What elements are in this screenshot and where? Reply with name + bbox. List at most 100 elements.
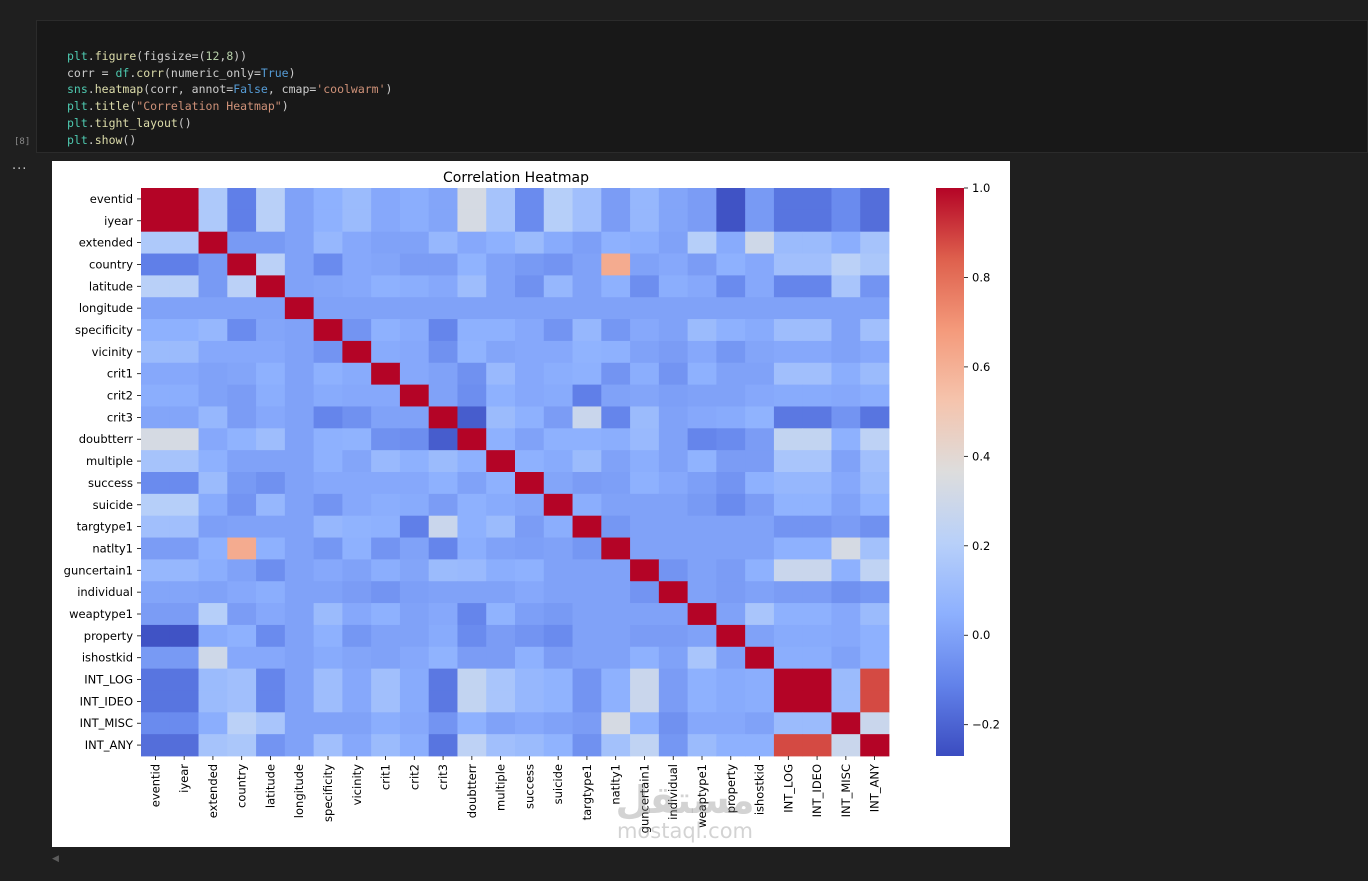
heatmap-cell-suicide-INT_ANY [860, 493, 890, 517]
heatmap-cell-vicinity-crit1 [371, 340, 401, 364]
heatmap-cell-latitude-longitude [284, 275, 315, 298]
heatmap-cell-extended-iyear [169, 231, 199, 254]
heatmap-cell-suicide-INT_LOG [773, 493, 804, 517]
heatmap-cell-guncertain1-crit3 [428, 559, 458, 582]
heatmap-cell-success-INT_LOG [773, 472, 804, 495]
heatmap-cell-individual-suicide [543, 581, 573, 604]
heatmap-cell-natlty1-crit2 [399, 537, 430, 560]
heatmap-cell-INT_LOG-doubtterr [457, 668, 487, 691]
heatmap-cell-crit2-natlty1 [601, 384, 631, 407]
heatmap-cell-country-INT_ANY [860, 253, 890, 276]
heatmap-cell-suicide-guncertain1 [630, 493, 660, 517]
heatmap-cell-suicide-success [515, 493, 545, 517]
cell-output: Correlation Heatmap eventid iyear extended… [52, 161, 1010, 847]
y-tick-label-suicide: suicide [93, 498, 133, 512]
heatmap-cell-eventid-guncertain1 [630, 188, 660, 211]
heatmap-cell-natlty1-INT_ANY [860, 537, 890, 560]
heatmap-cell-longitude-country [227, 297, 257, 320]
heatmap-cell-targtype1-suicide [543, 515, 573, 538]
code-cell[interactable]: plt.figure(figsize=(12,8)) corr = df.cor… [36, 20, 1368, 153]
heatmap-cell-weaptype1-crit1 [371, 603, 401, 626]
heatmap-cell-property-longitude [284, 624, 315, 648]
x-tick-label-multiple: multiple [494, 764, 508, 811]
heatmap-cell-natlty1-crit1 [371, 537, 401, 560]
heatmap-cell-weaptype1-longitude [284, 603, 315, 626]
heatmap-cell-vicinity-latitude [256, 340, 286, 364]
heatmap-cell-INT_LOG-suicide [543, 668, 573, 691]
y-tick-label-multiple: multiple [86, 454, 133, 468]
heatmap-cell-INT_ANY-ishostkid [745, 734, 775, 757]
heatmap-cell-targtype1-eventid [141, 515, 171, 538]
heatmap-cell-property-extended [198, 624, 228, 648]
heatmap-cell-weaptype1-crit3 [428, 603, 458, 626]
heatmap-cell-extended-multiple [486, 231, 516, 254]
heatmap-cell-INT_LOG-INT_IDEO [802, 668, 832, 691]
heatmap-cell-weaptype1-vicinity [342, 603, 372, 626]
heatmap-cell-iyear-targtype1 [572, 209, 602, 233]
heatmap-cell-natlty1-latitude [256, 537, 286, 560]
x-tick-label-ishostkid: ishostkid [753, 764, 767, 815]
code-line: corr = df.corr(numeric_only=True) [67, 65, 296, 80]
heatmap-cell-weaptype1-extended [198, 603, 228, 626]
heatmap-cell-INT_MISC-INT_MISC [831, 712, 861, 735]
heatmap-cell-crit2-ishostkid [745, 384, 775, 407]
heatmap-cell-crit3-INT_LOG [773, 406, 804, 429]
heatmap-cell-vicinity-INT_IDEO [802, 340, 832, 364]
heatmap-cell-crit1-country [227, 362, 257, 386]
heatmap-cell-multiple-ishostkid [745, 450, 775, 473]
heatmap-cell-INT_MISC-latitude [256, 712, 286, 735]
heatmap-cell-INT_ANY-weaptype1 [687, 734, 717, 757]
heatmap-cell-doubtterr-extended [198, 428, 228, 451]
heatmap-cell-crit2-suicide [543, 384, 573, 407]
heatmap-cell-INT_ANY-country [227, 734, 257, 757]
colorbar-tick-label: 1.0 [972, 181, 990, 195]
heatmap-cell-extended-weaptype1 [687, 231, 717, 254]
heatmap-cell-extended-specificity [313, 231, 343, 254]
heatmap-cell-eventid-property [716, 188, 746, 211]
heatmap-cell-specificity-property [716, 319, 746, 342]
heatmap-cell-multiple-doubtterr [457, 450, 487, 473]
heatmap-cell-targtype1-ishostkid [745, 515, 775, 538]
heatmap-cell-property-doubtterr [457, 624, 487, 648]
heatmap-cell-iyear-doubtterr [457, 209, 487, 233]
heatmap-cell-property-vicinity [342, 624, 372, 648]
heatmap-cell-doubtterr-targtype1 [572, 428, 602, 451]
heatmap-cell-multiple-natlty1 [601, 450, 631, 473]
heatmap-cell-iyear-specificity [313, 209, 343, 233]
heatmap-cell-specificity-natlty1 [601, 319, 631, 342]
heatmap-cell-latitude-ishostkid [745, 275, 775, 298]
heatmap-cell-crit1-property [716, 362, 746, 386]
heatmap-cell-INT_ANY-crit3 [428, 734, 458, 757]
heatmap-cell-country-targtype1 [572, 253, 602, 276]
heatmap-cell-individual-crit1 [371, 581, 401, 604]
heatmap-cell-guncertain1-INT_IDEO [802, 559, 832, 582]
output-menu-button[interactable]: ... [12, 158, 28, 173]
heatmap-cell-crit3-specificity [313, 406, 343, 429]
heatmap-cell-natlty1-weaptype1 [687, 537, 717, 560]
heatmap-cell-vicinity-doubtterr [457, 340, 487, 364]
code-editor[interactable]: plt.figure(figsize=(12,8)) corr = df.cor… [67, 31, 392, 149]
heatmap-cell-extended-crit2 [399, 231, 430, 254]
heatmap-cell-specificity-targtype1 [572, 319, 602, 342]
heatmap-cell-crit1-eventid [141, 362, 171, 386]
heatmap-cell-longitude-suicide [543, 297, 573, 320]
heatmap-cell-crit2-eventid [141, 384, 171, 407]
heatmap-cell-doubtterr-weaptype1 [687, 428, 717, 451]
heatmap-cell-eventid-INT_ANY [860, 188, 890, 211]
heatmap-cell-targtype1-country [227, 515, 257, 538]
scroll-left-icon[interactable]: ◀ [52, 854, 59, 864]
heatmap-cell-individual-targtype1 [572, 581, 602, 604]
heatmap-cell-extended-country [227, 231, 257, 254]
heatmap-cell-success-specificity [313, 472, 343, 495]
heatmap-cell-crit1-crit3 [428, 362, 458, 386]
heatmap-cell-success-INT_MISC [831, 472, 861, 495]
heatmap-cell-specificity-vicinity [342, 319, 372, 342]
heatmap-cell-INT_LOG-latitude [256, 668, 286, 691]
heatmap-cell-ishostkid-extended [198, 646, 228, 670]
heatmap-cell-doubtterr-iyear [169, 428, 199, 451]
heatmap-cell-suicide-vicinity [342, 493, 372, 517]
heatmap-cell-vicinity-country [227, 340, 257, 364]
heatmap-cell-individual-individual [658, 581, 689, 604]
heatmap-cell-longitude-crit3 [428, 297, 458, 320]
heatmap-cell-doubtterr-ishostkid [745, 428, 775, 451]
